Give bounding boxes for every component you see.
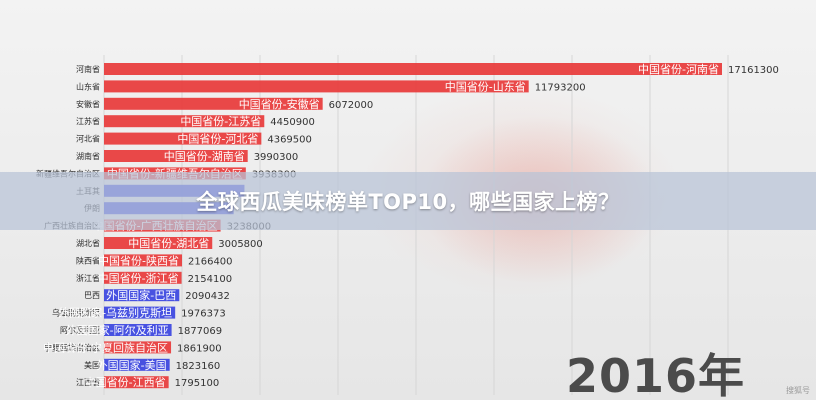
title-banner: 全球西瓜美味榜单TOP10，哪些国家上榜？ (0, 172, 816, 230)
bar (104, 97, 323, 110)
bar-label: 中国省份-陕西省 (98, 253, 179, 267)
bar (104, 376, 169, 389)
category-label: 乌兹别克斯坦 (52, 308, 100, 318)
bar (104, 341, 172, 354)
value-label: 4369500 (267, 135, 312, 146)
category-label: 湖南省 (76, 151, 100, 161)
bar-label: 中国省份-安徽省 (239, 97, 320, 111)
bar-label: 中国省份-宁夏回族自治区 (43, 340, 168, 354)
value-label: 1861900 (177, 343, 222, 354)
bar-label: 外国国家-阿尔及利亚 (66, 323, 169, 337)
year-label: 2016年 (566, 349, 746, 400)
bar-label: 外国国家-巴西 (106, 288, 176, 302)
bar-label: 中国省份-湖北省 (128, 237, 209, 250)
bar-label: 中国省份-江西省 (85, 376, 166, 389)
bar (104, 271, 182, 284)
category-label: 宁夏回族自治区 (44, 342, 100, 352)
value-label: 2166400 (188, 256, 233, 267)
category-label: 河北省 (76, 134, 100, 144)
value-label: 3990300 (254, 152, 299, 163)
bar (104, 306, 176, 319)
category-label: 阿尔及利亚 (60, 325, 100, 335)
watermark: 搜狐号 (786, 386, 810, 395)
bar (104, 254, 183, 267)
banner-title: 全球西瓜美味榜单TOP10，哪些国家上榜？ (196, 190, 620, 214)
category-label: 江苏省 (76, 116, 100, 126)
category-label: 湖北省 (76, 238, 100, 248)
bar-label: 中国省份-湖南省 (164, 150, 245, 163)
bar (104, 289, 180, 302)
bar-label: 中国省份-河南省 (638, 63, 719, 76)
category-label: 巴西 (84, 291, 100, 300)
value-label: 2090432 (185, 291, 230, 302)
bar-label: 外国国家-乌兹别克斯坦 (58, 306, 172, 320)
value-label: 3005800 (218, 239, 263, 250)
bar-label: 中国省份-江苏省 (180, 115, 261, 128)
bar-label: 外国国家-美国 (97, 358, 167, 372)
bar (104, 132, 262, 145)
category-label: 江西省 (76, 377, 100, 387)
value-label: 2154100 (188, 274, 233, 285)
category-label: 山东省 (76, 81, 100, 91)
bar-label: 中国省份-浙江省 (98, 272, 179, 285)
value-label: 17161300 (728, 65, 779, 76)
value-label: 1877069 (178, 326, 223, 337)
value-label: 1823160 (176, 361, 221, 372)
category-label: 美国 (84, 360, 100, 370)
value-label: 11793200 (535, 82, 586, 93)
bar (104, 324, 172, 336)
bar (104, 358, 170, 371)
bar-label: 中国省份-山东省 (445, 80, 526, 93)
bar (104, 115, 265, 128)
value-label: 6072000 (329, 100, 374, 111)
category-label: 陕西省 (76, 255, 100, 265)
bar-label: 中国省份-河北省 (177, 133, 258, 146)
value-label: 4450900 (270, 117, 315, 128)
value-label: 1795100 (175, 378, 220, 389)
bar (104, 63, 722, 75)
bar (104, 150, 248, 162)
category-label: 浙江省 (76, 273, 100, 283)
category-label: 河南省 (76, 64, 100, 74)
category-label: 安徽省 (76, 99, 100, 109)
value-label: 1976373 (181, 309, 226, 320)
bar (104, 80, 529, 93)
bar (104, 237, 213, 249)
